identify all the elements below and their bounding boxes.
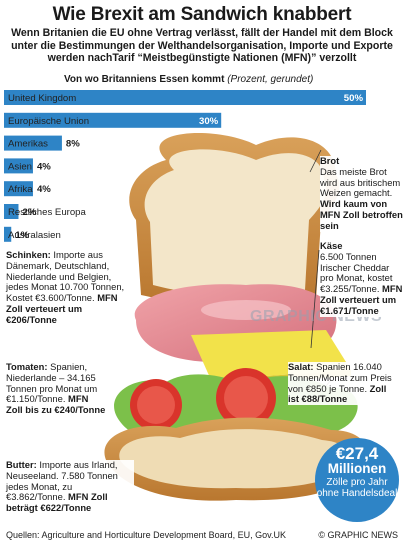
callout-kaese-body: 6.500 Tonnen Irischer Cheddar pro Monat,… [320,250,393,295]
callout-tomaten-body: Spanien, Niederlande – 34.165 Tonnen pro… [6,361,98,405]
callout-brot: Brot Das meiste Brot wird aus britischem… [320,155,404,232]
callout-brot-strong: Wird kaum von MFN Zoll betroffen sein [320,198,403,231]
category-label-6: Australasien [8,230,61,241]
footer-source: Quellen: Agriculture and Horticulture De… [6,530,286,540]
value-label-0: 50% [344,93,364,104]
bar-1 [4,112,222,128]
bread-top-crumb [144,149,327,297]
category-label-4: Afrika [8,184,33,195]
callout-brot-body: Das meiste Brot wird aus britischem Weiz… [320,165,401,199]
category-label-5: Restliches Europa [8,207,87,218]
value-label-4: 4% [37,184,51,195]
tomato-slice-right-inner [224,376,268,420]
value-label-6: 1% [15,230,29,241]
bar-4 [4,181,33,197]
callout-brot-head: Brot [320,155,340,166]
callout-salat-strong: Zoll ist €88/Tonne [288,382,387,405]
callout-schinken-strong: Zoll verteuert um €206/Tonne [6,302,83,325]
category-label-3: Asien [8,161,32,172]
chart-heading: Von wo Britanniens Essen kommt (Prozent,… [64,74,313,85]
value-label-3: 4% [37,161,51,172]
chart-heading-title: Von wo Britanniens Essen kommt [64,74,225,85]
value-label-2: 8% [66,139,80,150]
badge-description: Zölle pro Jahr ohne Handelsdeal [316,477,398,499]
callout-tomaten-strong: MFN Zoll bis zu €240/Tonne [6,393,106,416]
callout-salat-head: Salat: [288,361,314,372]
callout-butter-strong: MFN Zoll beträgt €622/Tonne [6,491,108,514]
callout-butter-body: Importe aus Irland, Neuseeland. 7.580 To… [6,459,118,503]
callout-tomaten: Tomaten: Spanien, Niederlande – 34.165 T… [6,361,106,416]
ham-shine [201,300,291,320]
leader-kaese [310,249,320,349]
badge-unit: Millionen [327,461,387,476]
callout-kaese-head: Käse [320,240,343,251]
bar-2 [4,135,62,151]
chart-heading-unit: (Prozent, gerundet) [227,74,314,85]
category-label-1: Europäische Union [8,116,89,127]
callout-salat: Salat: Spanien 16.040 Tonnen/Monat zum P… [288,361,396,406]
page-title: Wie Brexit am Sandwich knabbert [52,4,352,25]
callout-schinken-head: Schinken: [6,249,51,260]
bar-3 [4,158,33,174]
bar-chart: United Kingdom 50% Europäische Union 30% Ame… [4,90,366,242]
value-label-1: 30% [199,116,219,127]
tariff-cost-badge: €27,4 Millionen Zölle pro Jahr ohne Hand… [315,438,399,522]
callout-butter-head: Butter: [6,459,37,470]
callout-schinken: Schinken: Importe aus Dänemark, Deutschl… [6,249,134,326]
tomato-slice-left-inner [137,386,175,424]
value-label-5: 2% [22,207,36,218]
callout-tomaten-head: Tomaten: [6,361,48,372]
category-label-0: United Kingdom [8,93,76,104]
callout-butter: Butter: Importe aus Irland, Neuseeland. … [6,459,134,514]
bar-0 [4,90,366,105]
footer: Quellen: Agriculture and Horticulture De… [6,530,398,540]
callout-kaese: Käse 6.500 Tonnen Irischer Cheddar pro M… [320,240,404,317]
callout-kaese-strong: MFN Zoll verteuert um €1.671/Tonne [320,283,403,316]
footer-credit: © GRAPHIC NEWS [318,530,398,540]
callout-schinken-strong-inline: MFN [97,292,118,304]
bar-5 [4,204,19,219]
bar-6 [4,226,12,242]
badge-amount: €27,4 [335,444,379,463]
callout-salat-body: Spanien 16.040 Tonnen/Monat zum Preis vo… [288,361,392,394]
leader-brot [309,149,322,173]
bread-bottom-crumb [119,429,351,489]
page-subtitle: Wenn Britanien die EU ohne Vertrag verlä… [11,27,393,64]
category-label-2: Amerikas [8,139,48,150]
callout-schinken-body: Importe aus Dänemark, Deutschland, Niede… [6,249,125,304]
